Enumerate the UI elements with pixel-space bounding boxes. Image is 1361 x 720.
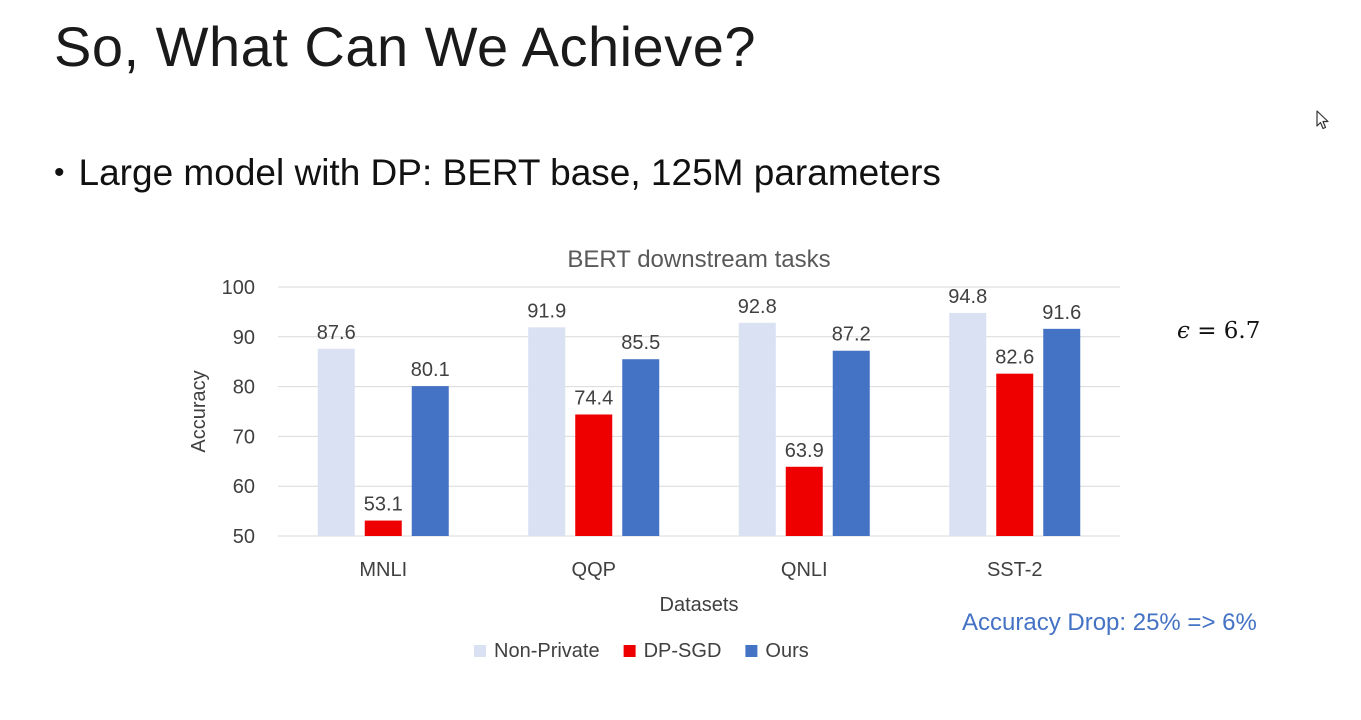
data-label: 92.8 [738,296,777,318]
slide-title: So, What Can We Achieve? [54,15,756,78]
y-tick-label: 90 [233,327,255,349]
bar-ours [832,350,870,536]
y-axis-label: Accuracy [188,370,210,452]
bar-ours [622,359,660,536]
bar-non-private [317,348,355,536]
mouse-pointer-icon [1316,110,1330,135]
legend-swatch [623,645,636,657]
data-label: 91.6 [1042,302,1081,324]
legend-swatch [745,645,758,657]
accuracy-drop-note: Accuracy Drop: 25% => 6% [962,609,1257,636]
y-tick-label: 50 [233,526,255,548]
x-axis-label: Datasets [660,594,739,616]
data-label: 63.9 [785,440,824,462]
data-label: 53.1 [364,494,403,516]
legend-label: DP-SGD [644,640,722,662]
bar-dp-sgd [785,466,823,536]
bar-non-private [738,322,776,536]
bar-dp-sgd [575,414,613,536]
epsilon-symbol: ϵ [1177,318,1190,344]
x-tick-label: MNLI [359,559,407,581]
bar-ours [411,386,449,536]
data-label: 80.1 [411,359,450,381]
legend-swatch [474,645,486,657]
bar-ours [1043,328,1081,536]
y-tick-label: 70 [233,426,255,448]
y-tick-label: 60 [233,476,255,498]
data-label: 82.6 [995,347,1034,369]
bar-dp-sgd [364,520,402,536]
x-tick-label: QNLI [781,559,828,581]
bullet-dot: • [54,156,65,189]
data-label: 87.6 [317,322,356,344]
x-tick-label: QQP [572,559,616,581]
epsilon-label: ϵ = 6.7 [1177,318,1260,344]
data-label: 87.2 [832,324,871,346]
bar-non-private [949,312,987,536]
y-tick-label: 80 [233,377,255,399]
x-tick-label: SST-2 [987,559,1043,581]
data-label: 74.4 [574,387,613,409]
bullet-text: Large model with DP: BERT base, 125M par… [78,152,941,193]
bar-dp-sgd [996,373,1034,536]
bullet-point: • Large model with DP: BERT base, 125M p… [54,152,941,194]
y-tick-label: 100 [222,277,255,299]
data-label: 91.9 [527,300,566,322]
legend-label: Non-Private [494,640,600,662]
bar-non-private [528,327,566,536]
epsilon-value: = 6.7 [1189,318,1261,344]
data-label: 94.8 [948,286,987,308]
data-label: 85.5 [621,332,660,354]
legend-label: Ours [765,640,808,662]
chart-title: BERT downstream tasks [567,246,830,273]
